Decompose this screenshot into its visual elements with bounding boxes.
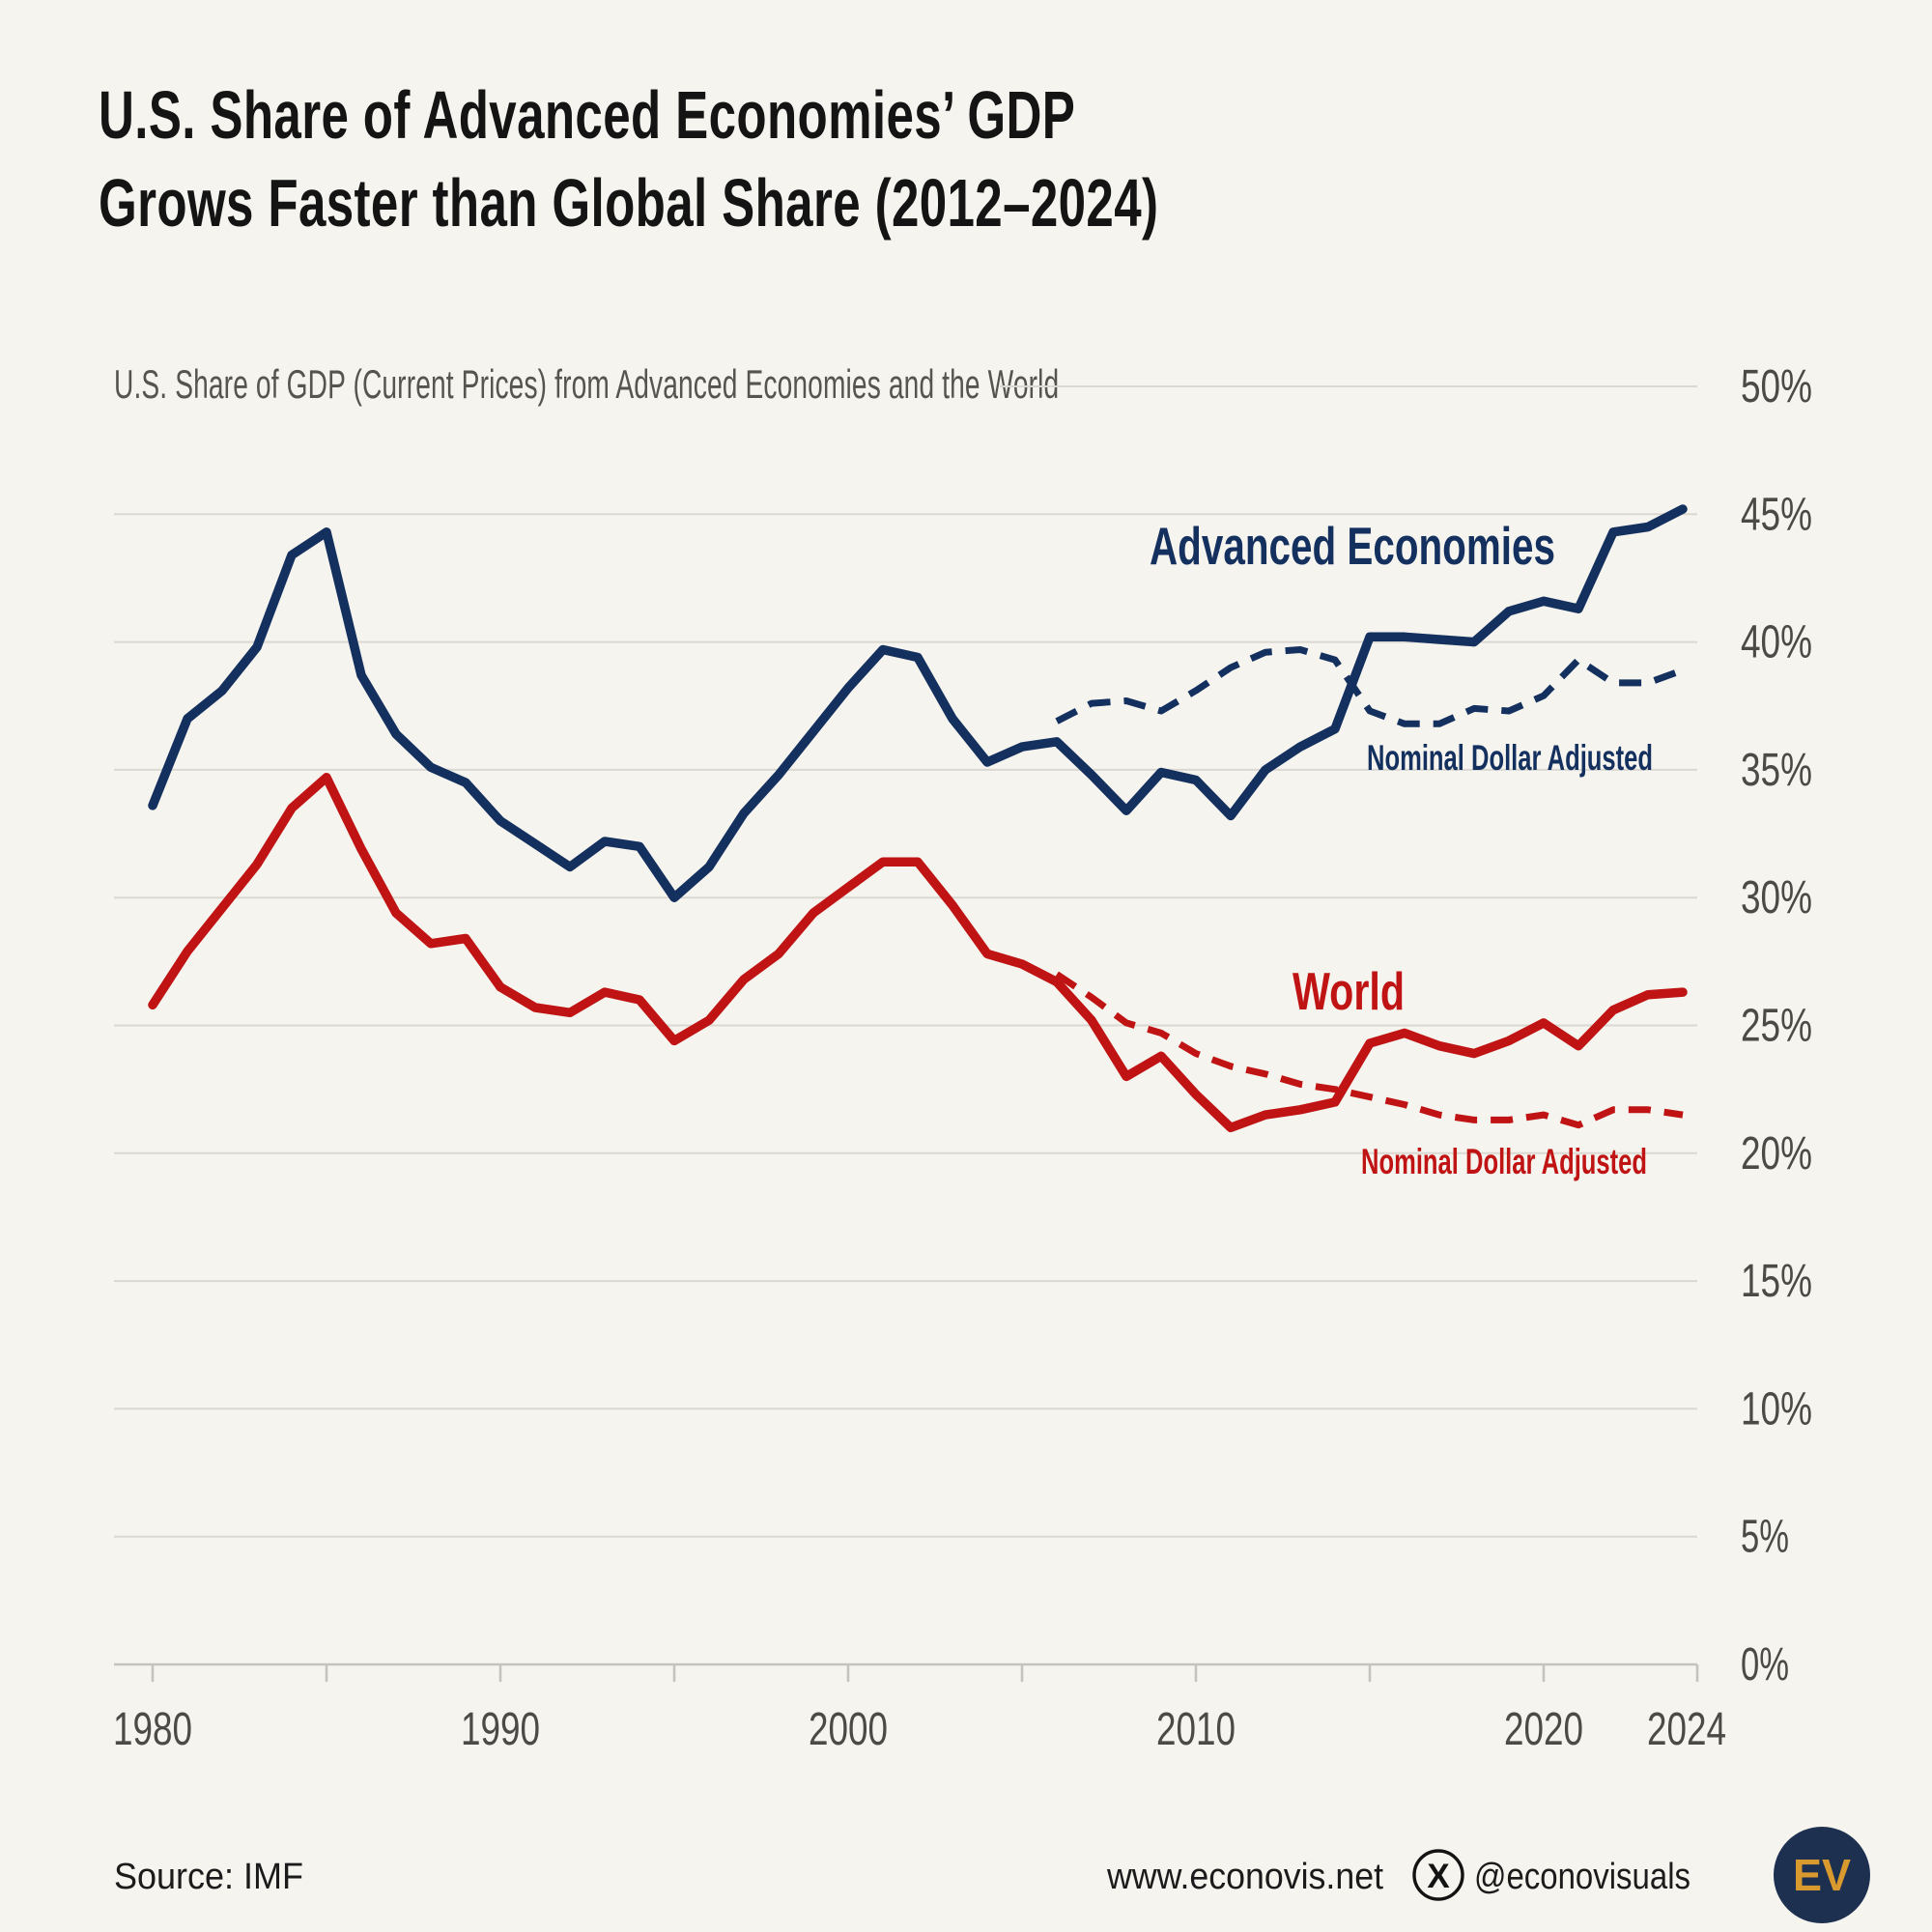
econovis-logo: EV: [1774, 1827, 1870, 1923]
website-link: www.econovis.net: [1106, 1857, 1383, 1897]
y-axis-label-35: 35%: [1741, 745, 1812, 796]
y-axis-label-30: 30%: [1741, 872, 1812, 923]
series-line-advanced-economies-nominal-dollar-adjusted: [1055, 646, 1685, 727]
x-axis-label-2000: 2000: [809, 1704, 888, 1755]
chart-subtitle: U.S. Share of GDP (Current Prices) from …: [114, 361, 1060, 407]
social-handle: @econovisuals: [1474, 1857, 1690, 1897]
x-axis-label-2020: 2020: [1504, 1704, 1583, 1755]
footer: Source: IMF www.econovis.net X @econovis…: [114, 1827, 1870, 1923]
y-axis-label-25: 25%: [1741, 1001, 1812, 1052]
y-axis-label-20: 20%: [1741, 1128, 1812, 1179]
x-logo-icon: X: [1412, 1849, 1464, 1901]
series-line-world: [148, 773, 1688, 1133]
y-axis-label-15: 15%: [1741, 1256, 1812, 1307]
econovis-logo-text: EV: [1793, 1850, 1851, 1900]
y-axis-label-10: 10%: [1741, 1383, 1812, 1435]
y-axis-label-50: 50%: [1741, 361, 1812, 412]
title-line-1: U.S. Share of Advanced Economies’ GDP: [99, 77, 1076, 153]
label-nominal-dollar-adjusted-world: Nominal Dollar Adjusted: [1361, 1142, 1647, 1181]
label-world: World: [1293, 961, 1405, 1021]
y-axis-label-5: 5%: [1741, 1512, 1789, 1563]
label-advanced-economies: Advanced Economies: [1150, 516, 1555, 576]
series-line-advanced-economies: [148, 504, 1688, 902]
y-axis-label-45: 45%: [1741, 489, 1812, 540]
gridlines-layer: [114, 385, 1697, 1666]
label-nominal-dollar-adjusted-advanced: Nominal Dollar Adjusted: [1367, 738, 1653, 778]
page-title: U.S. Share of Advanced Economies’ GDP Gr…: [99, 71, 1158, 247]
x-axis-label-2024: 2024: [1647, 1704, 1726, 1755]
x-axis-label-1980: 1980: [113, 1704, 192, 1755]
series-line-world-nominal-dollar-adjusted: [1055, 971, 1684, 1129]
x-axis-label-2010: 2010: [1156, 1704, 1236, 1755]
series-layer: [148, 504, 1688, 1133]
y-axis-label-40: 40%: [1741, 617, 1812, 668]
title-line-2: Grows Faster than Global Share (2012–202…: [99, 165, 1159, 241]
source-credit: Source: IMF: [114, 1857, 303, 1897]
axis-layer: 0% 5% 10% 15% 20% 25% 30% 35% 40% 45% 50% 1980 1990 2…: [113, 361, 1812, 1755]
x-axis-label-1990: 1990: [461, 1704, 540, 1755]
y-axis-label-0: 0%: [1741, 1639, 1789, 1690]
svg-text:X: X: [1427, 1858, 1450, 1895]
annotations-layer: Advanced Economies World Nominal Dollar Ad…: [1150, 516, 1653, 1181]
